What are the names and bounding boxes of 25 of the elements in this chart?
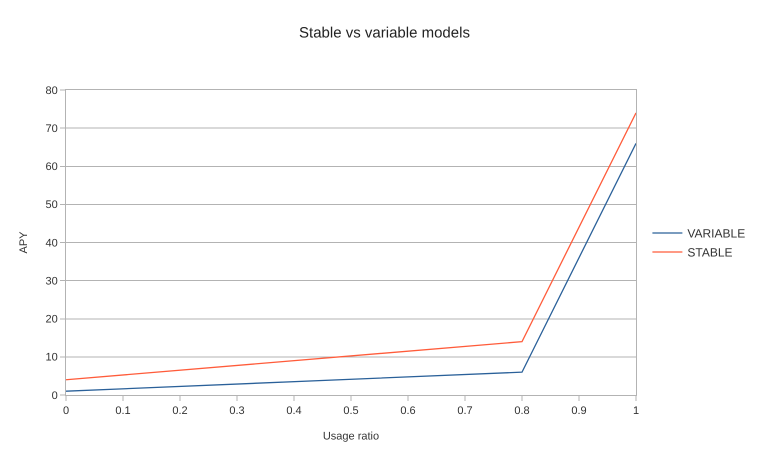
y-axis-title: APY [18, 230, 30, 254]
x-tick-label: 0.9 [571, 405, 587, 418]
y-tick-label: 20 [46, 314, 58, 326]
y-tick-label: 50 [46, 199, 58, 212]
legend-label: VARIABLE [687, 226, 746, 241]
x-tick-label: 0.7 [457, 405, 473, 418]
x-tick-label: 0.2 [172, 405, 188, 418]
x-tick-label: 1 [632, 405, 640, 418]
legend-label: STABLE [687, 246, 733, 260]
x-tick-label: 0.5 [343, 405, 359, 418]
x-tick-label: 0.1 [115, 405, 131, 418]
y-tick-label: 80 [46, 84, 58, 97]
y-tick-label: 10 [46, 352, 58, 364]
y-tick-label: 40 [46, 237, 58, 250]
y-tick-label: 30 [46, 275, 58, 288]
x-axis-title: Usage ratio [322, 430, 380, 442]
chart-title: Stable vs variable models [299, 24, 470, 42]
y-tick-label: 70 [46, 122, 58, 135]
x-tick-label: 0.3 [229, 405, 245, 418]
y-tick-label: 0 [52, 390, 58, 402]
x-tick-label: 0.4 [286, 405, 302, 418]
y-tick-label: 60 [46, 161, 58, 174]
x-tick-label: 0.8 [514, 405, 530, 418]
x-tick-label: 0.6 [400, 405, 416, 418]
x-tick-label: 0 [62, 405, 70, 418]
